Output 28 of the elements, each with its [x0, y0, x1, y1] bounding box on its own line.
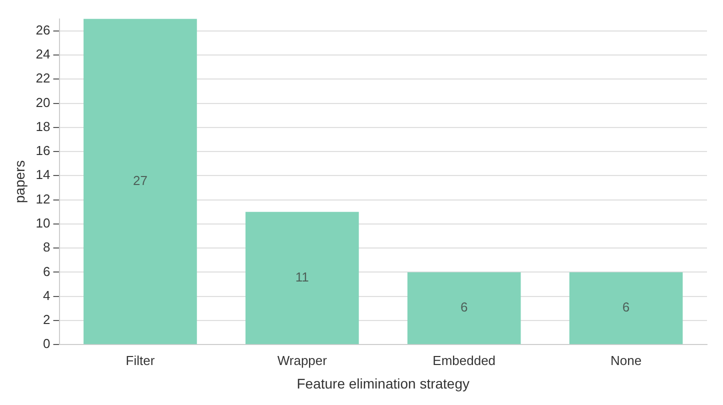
y-tick-label: 10 — [36, 216, 50, 231]
y-tick-label: 0 — [43, 336, 50, 352]
bar — [245, 212, 359, 344]
bar — [84, 18, 197, 344]
x-tick-label: Filter — [126, 352, 156, 368]
y-tick-label: 22 — [36, 70, 50, 86]
y-axis-title: papers — [11, 160, 28, 204]
y-tick-label: 14 — [36, 167, 50, 182]
y-tick-label: 6 — [43, 264, 50, 279]
x-tick-label: Wrapper — [277, 352, 328, 368]
y-tick-label: 24 — [36, 46, 50, 62]
y-tick-label: 2 — [43, 312, 50, 328]
bar — [407, 272, 521, 344]
y-tick-label: 12 — [36, 191, 50, 206]
y-tick-label: 4 — [43, 288, 50, 303]
x-tick-label: Embedded — [432, 352, 496, 368]
y-tick-label: 18 — [36, 118, 50, 134]
x-axis-title: Feature elimination strategy — [296, 375, 470, 392]
y-tick-label: 16 — [36, 143, 50, 158]
x-tick-label: None — [610, 352, 642, 368]
data-label: 6 — [622, 300, 630, 315]
y-tick-label: 26 — [36, 22, 50, 38]
data-label: 27 — [132, 173, 148, 188]
data-label: 6 — [460, 300, 468, 315]
data-label: 11 — [295, 270, 309, 285]
y-tick-label: 8 — [43, 240, 50, 255]
y-tick-label: 20 — [36, 94, 50, 110]
bar — [569, 272, 683, 344]
